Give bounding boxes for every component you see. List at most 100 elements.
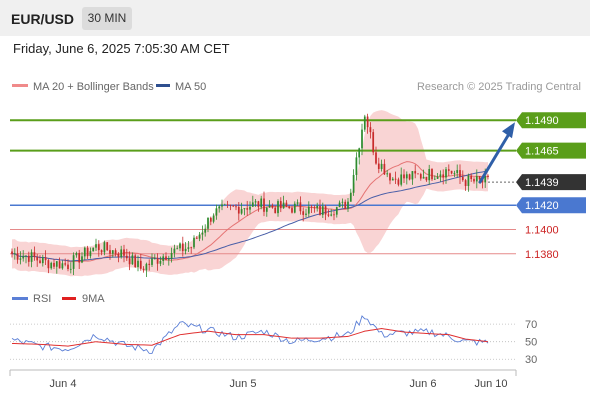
candle	[123, 244, 125, 263]
candle	[226, 200, 229, 208]
candle-body	[394, 178, 397, 180]
candle-body	[380, 163, 383, 169]
candle-body	[425, 176, 428, 181]
candle	[151, 253, 153, 267]
candle-body	[117, 253, 120, 257]
candle	[61, 260, 64, 270]
candle-body	[81, 256, 83, 263]
candle	[128, 251, 131, 271]
candle	[428, 164, 431, 185]
candles	[11, 113, 489, 278]
candle-body	[347, 201, 349, 209]
candle	[153, 254, 156, 260]
candle	[487, 174, 489, 180]
candle-body	[456, 170, 459, 174]
candle	[285, 200, 288, 208]
candle	[81, 252, 83, 264]
price-level-badge	[516, 112, 586, 129]
candle	[167, 255, 170, 266]
candle	[97, 240, 100, 257]
candle-body	[30, 252, 33, 262]
x-axis: Jun 4 Jun 5 Jun 6 Jun 10	[50, 378, 508, 390]
candle-body	[103, 242, 106, 253]
candle-body	[128, 258, 131, 265]
candle	[78, 249, 81, 270]
candle-body	[97, 244, 100, 251]
candle-body	[139, 260, 142, 269]
candle	[363, 114, 366, 132]
candle	[375, 146, 377, 165]
candle-body	[302, 211, 305, 215]
candle-body	[464, 180, 467, 187]
ma20-line	[11, 161, 489, 263]
candle-body	[335, 207, 338, 215]
candle-body	[19, 258, 22, 260]
candle-body	[260, 198, 263, 208]
candle	[422, 169, 425, 179]
candle	[159, 256, 162, 267]
candle	[361, 123, 363, 156]
candle	[72, 252, 75, 275]
price-level-text: 1.1380	[525, 249, 559, 261]
candle-body	[53, 262, 55, 267]
candle	[179, 242, 181, 252]
candle-body	[148, 263, 151, 265]
candle-body	[75, 252, 78, 256]
candle-body	[120, 249, 123, 257]
candle	[212, 213, 215, 224]
candle	[321, 202, 324, 218]
candle-body	[383, 163, 386, 175]
candle-body	[198, 234, 201, 239]
candle-body	[61, 263, 64, 269]
candle-body	[338, 202, 341, 208]
candle	[187, 241, 190, 253]
candle-body	[165, 256, 167, 260]
timestamp-label: Friday, June 6, 2025 7:05:30 AM CET	[13, 41, 230, 56]
candle-body	[170, 252, 173, 259]
candle	[201, 225, 204, 241]
candle	[207, 217, 209, 233]
candle-body	[58, 261, 61, 269]
candle-body	[215, 208, 218, 216]
candle	[19, 251, 22, 265]
candle	[67, 259, 69, 272]
price-levels	[10, 119, 516, 255]
candle-body	[389, 173, 391, 181]
candle-body	[69, 268, 72, 270]
candle-body	[67, 264, 69, 270]
rsi-panel: 70 50 30	[10, 315, 537, 366]
candle	[341, 198, 344, 208]
candle-body	[95, 244, 97, 248]
candle	[447, 164, 450, 176]
candle-body	[442, 174, 445, 178]
ma50-line	[11, 170, 489, 262]
candle	[282, 195, 285, 209]
candle	[456, 164, 459, 178]
candle	[358, 147, 361, 165]
candle-body	[204, 228, 207, 233]
candle-body	[27, 255, 30, 262]
candle-body	[324, 206, 327, 215]
candle-body	[86, 247, 89, 257]
candle	[335, 206, 338, 218]
price-level-label: 1.1465	[516, 142, 586, 159]
timeframe-badge[interactable]: 30 MIN	[82, 7, 132, 30]
candle-body	[386, 173, 389, 175]
candle-body	[369, 127, 372, 133]
candle	[461, 170, 464, 182]
candle-body	[341, 201, 344, 203]
candle	[89, 247, 92, 259]
candle-body	[445, 169, 447, 178]
candle	[125, 248, 128, 262]
candle-body	[274, 207, 277, 214]
candle-body	[181, 243, 184, 252]
candle	[394, 171, 397, 184]
candle-body	[363, 116, 366, 130]
candle	[293, 201, 296, 214]
price-level-text: 1.1439	[525, 177, 559, 189]
candle-body	[467, 175, 470, 187]
candle	[271, 203, 274, 209]
candle-body	[375, 152, 377, 164]
candle-body	[22, 256, 25, 259]
candle-body	[212, 215, 215, 222]
